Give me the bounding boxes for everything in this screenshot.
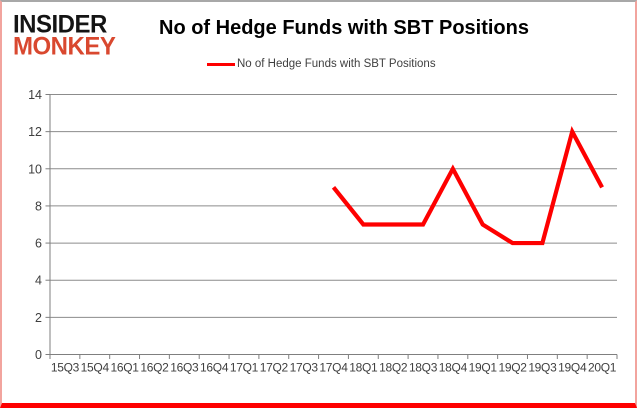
y-tick-label: 8	[35, 199, 42, 213]
y-tick-label: 12	[28, 125, 42, 139]
y-tick-label: 0	[35, 348, 42, 362]
x-tick-label: 17Q3	[290, 361, 319, 375]
legend-label: No of Hedge Funds with SBT Positions	[237, 58, 436, 70]
x-tick-label: 18Q2	[379, 361, 408, 375]
logo-insider-text: INSIDER	[13, 10, 107, 39]
x-tick-label: 16Q4	[200, 361, 229, 375]
x-tick-label: 15Q3	[51, 361, 80, 375]
y-tick-label: 4	[35, 274, 42, 288]
x-tick-label: 19Q3	[528, 361, 557, 375]
x-tick-label: 19Q4	[558, 361, 587, 375]
x-tick-label: 17Q4	[319, 361, 348, 375]
x-tick-label: 19Q2	[498, 361, 527, 375]
legend: No of Hedge Funds with SBT Positions	[207, 58, 436, 70]
x-tick-label: 20Q1	[588, 361, 617, 375]
y-tick-label: 10	[28, 162, 42, 176]
x-tick-label: 16Q1	[111, 361, 140, 375]
x-tick-label: 15Q4	[81, 361, 110, 375]
x-tick-label: 17Q1	[230, 361, 259, 375]
insider-monkey-logo: INSIDER MONKEY	[13, 10, 116, 61]
gridlines	[50, 94, 617, 318]
x-tick-label: 16Q2	[140, 361, 169, 375]
y-tick-label: 14	[28, 88, 42, 102]
x-tick-label: 18Q1	[349, 361, 378, 375]
logo-monkey-text: MONKEY	[13, 32, 116, 61]
x-axis-labels: 15Q3 15Q4 16Q1 16Q2 16Q3 16Q4 17Q1 17Q2 17Q3 17Q4…	[51, 361, 617, 375]
legend-line-swatch	[207, 62, 235, 66]
axes	[49, 94, 617, 355]
y-tick-label: 2	[35, 311, 42, 325]
x-tick-label: 19Q1	[469, 361, 498, 375]
y-tick-label: 6	[35, 237, 42, 251]
x-tick-label: 18Q4	[439, 361, 468, 375]
x-tick-label: 16Q3	[170, 361, 199, 375]
series-line	[331, 125, 604, 246]
x-tick-label: 17Q2	[260, 361, 289, 375]
x-tick-label: 18Q3	[409, 361, 438, 375]
series-line-group	[331, 125, 604, 246]
chart-title: No of Hedge Funds with SBT Positions	[159, 17, 529, 39]
y-axis-labels: 0 2 4 6 8 10 12 14	[28, 88, 42, 362]
x-axis-ticks	[45, 94, 618, 359]
